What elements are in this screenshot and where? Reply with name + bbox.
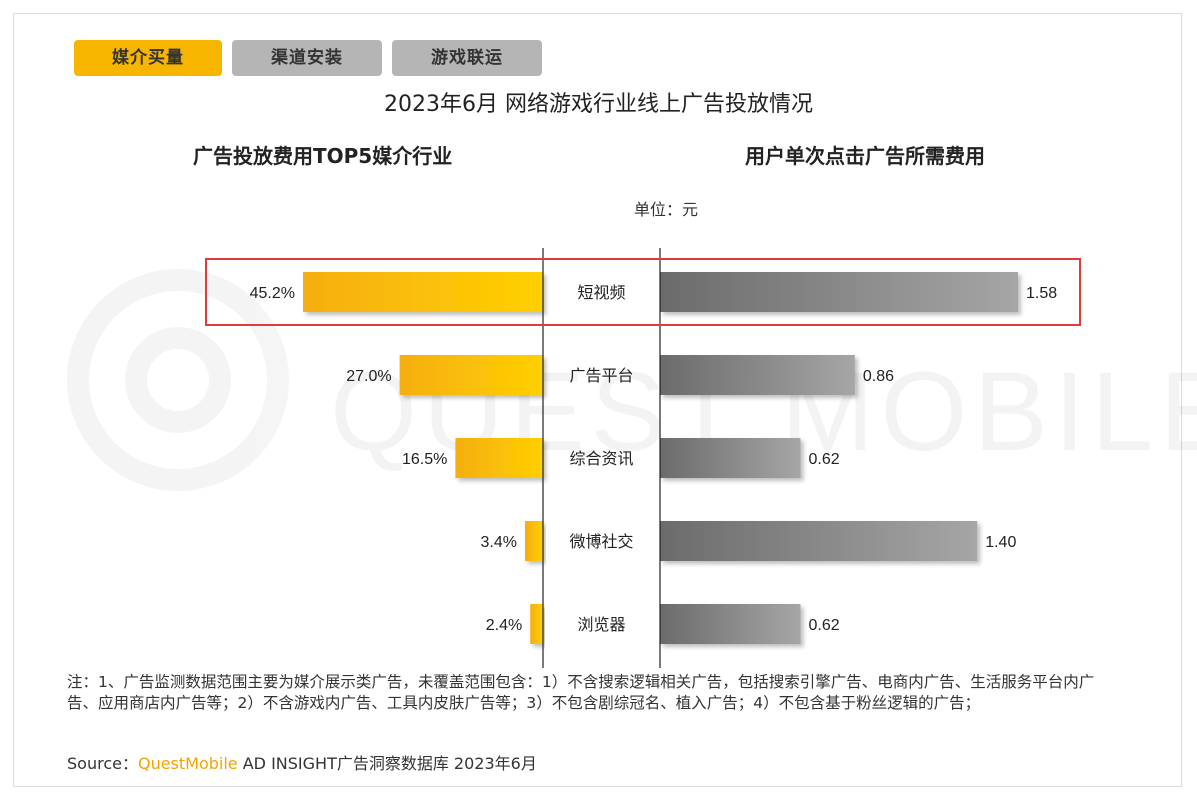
category-label: 广告平台 — [569, 366, 633, 385]
right-bar — [660, 272, 1018, 312]
left-bar — [399, 355, 543, 395]
category-label: 综合资讯 — [569, 449, 633, 468]
right-bar-label: 0.62 — [808, 617, 839, 634]
category-label: 浏览器 — [577, 615, 625, 634]
left-bar-label: 27.0% — [346, 368, 391, 385]
left-bar — [524, 521, 543, 561]
unit-label: 单位：元 — [633, 200, 698, 219]
right-bar — [660, 355, 855, 395]
source-brand: QuestMobile — [137, 754, 238, 773]
tab-bar: 媒介买量 渠道安装 游戏联运 — [74, 40, 542, 76]
left-bar — [455, 438, 543, 478]
right-bar — [660, 438, 801, 478]
right-bar — [660, 604, 801, 644]
source-line: Source：QuestMobile AD INSIGHT广告洞察数据库 202… — [67, 750, 537, 774]
highlight-box — [205, 258, 1081, 326]
right-bar-label: 1.40 — [985, 534, 1016, 551]
right-bar — [660, 521, 978, 561]
tab-channel-install[interactable]: 渠道安装 — [232, 40, 382, 76]
watermark-ring-outer — [67, 269, 289, 491]
right-subtitle: 用户单次点击广告所需费用 — [745, 144, 985, 168]
tab-media-buying[interactable]: 媒介买量 — [74, 40, 222, 76]
source-rest: AD INSIGHT广告洞察数据库 2023年6月 — [237, 754, 537, 773]
category-label: 微博社交 — [569, 532, 633, 551]
left-bar-label: 45.2% — [250, 285, 295, 302]
source-prefix: Source： — [67, 754, 138, 773]
tab-game-co-op[interactable]: 游戏联运 — [392, 40, 542, 76]
left-subtitle: 广告投放费用TOP5媒介行业 — [193, 144, 453, 168]
left-bar-label: 3.4% — [480, 534, 516, 551]
chart-title: 2023年6月 网络游戏行业线上广告投放情况 — [384, 92, 813, 117]
chart-frame — [13, 13, 1182, 787]
right-bar-label: 1.58 — [1026, 285, 1057, 302]
footnote: 注：1、广告监测数据范围主要为媒介展示类广告，未覆盖范围包含：1）不含搜索逻辑相… — [67, 673, 1095, 712]
left-bar — [530, 604, 543, 644]
left-bar-label: 2.4% — [486, 617, 522, 634]
left-bar-label: 16.5% — [402, 451, 447, 468]
category-label: 短视频 — [577, 283, 625, 302]
left-bar — [303, 272, 543, 312]
right-bar-label: 0.86 — [863, 368, 894, 385]
watermark-ring-inner — [125, 327, 231, 433]
right-bar-label: 0.62 — [808, 451, 839, 468]
